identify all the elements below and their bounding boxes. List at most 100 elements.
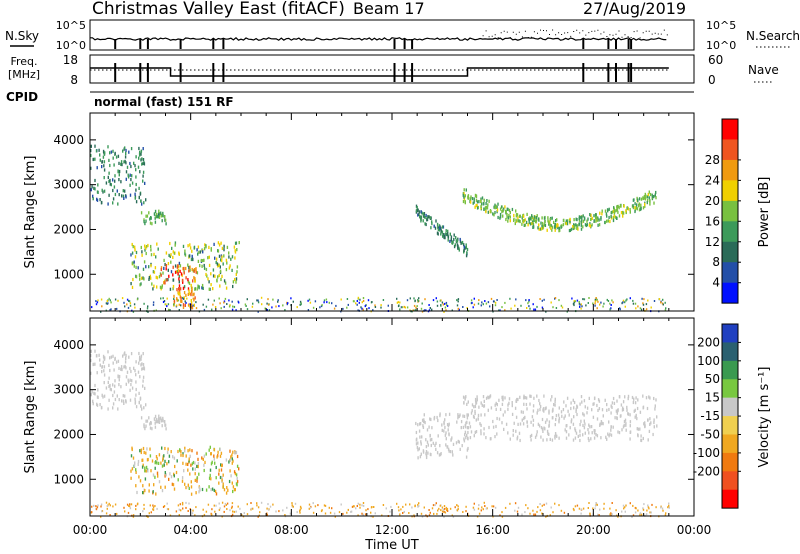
velocity-cell <box>373 506 375 508</box>
velocity-cell <box>134 369 136 373</box>
velocity-cell <box>144 427 146 431</box>
velocity-cell <box>127 511 130 514</box>
velocity-cell <box>458 440 460 444</box>
velocity-cell <box>439 414 441 418</box>
power-cell <box>132 310 135 313</box>
power-cell <box>548 221 550 225</box>
velocity-cell <box>429 511 431 514</box>
velocity-cell <box>602 422 604 426</box>
power-cell <box>173 303 175 306</box>
power-cell <box>529 222 532 226</box>
velocity-cell <box>588 502 590 504</box>
power-cell <box>422 212 424 216</box>
power-cell <box>125 195 127 199</box>
power-cell <box>145 198 147 202</box>
velocity-cell <box>296 511 298 514</box>
velocity-cell <box>232 459 234 463</box>
velocity-cell <box>496 416 498 421</box>
velocity-cell <box>361 504 363 507</box>
velocity-cell <box>665 512 667 515</box>
power-cell <box>169 309 171 312</box>
velocity-cell <box>101 365 103 369</box>
velocity-cell <box>173 487 176 491</box>
power-cell <box>443 310 445 313</box>
power-cell <box>96 301 99 304</box>
velocity-cell <box>211 508 213 511</box>
velocity-cell <box>148 416 150 420</box>
power-cell <box>162 301 165 303</box>
velocity-cell <box>474 404 477 409</box>
velocity-cell <box>192 509 194 512</box>
velocity-cell <box>452 515 455 518</box>
power-cell <box>236 270 238 274</box>
power-cell <box>595 219 597 223</box>
power-cell <box>527 223 529 227</box>
power-cell <box>625 210 627 215</box>
velocity-cell <box>229 469 231 473</box>
velocity-cell <box>445 413 447 417</box>
power-cell <box>282 304 284 307</box>
power-cell <box>632 302 635 305</box>
power-cell <box>141 157 143 161</box>
power-cell <box>203 247 206 251</box>
velocity-cell <box>230 474 232 478</box>
velocity-cell <box>620 414 622 418</box>
velocity-cell <box>445 506 448 509</box>
power-cell <box>179 290 181 294</box>
power-cell <box>97 183 99 187</box>
velocity-cell <box>567 409 569 413</box>
power-cell <box>126 298 129 301</box>
power-cell <box>137 165 140 169</box>
power-cell <box>514 221 516 226</box>
power-cell <box>601 209 603 213</box>
power-cell <box>139 150 141 154</box>
power-cell <box>198 250 200 254</box>
velocity-cell <box>109 383 111 388</box>
power-cell <box>622 211 625 215</box>
velocity-cell <box>125 375 128 379</box>
power-cell <box>101 188 103 192</box>
velocity-cell <box>90 349 92 353</box>
power-cell <box>261 303 263 306</box>
velocity-cell <box>615 509 617 512</box>
velocity-cell <box>589 512 591 515</box>
power-cell <box>174 264 177 268</box>
velocity-cell <box>160 418 163 422</box>
power-cell <box>518 219 520 223</box>
velocity-cell <box>576 412 578 417</box>
power-cell <box>632 299 634 302</box>
freq-trace <box>90 67 669 77</box>
velocity-cell <box>579 438 581 443</box>
velocity-cell <box>610 428 612 432</box>
velocity-cell <box>501 402 504 406</box>
velocity-cell <box>130 352 133 356</box>
power-cell <box>193 276 195 280</box>
power-cell <box>189 268 191 272</box>
colorbar-swatch <box>722 360 738 380</box>
power-cell <box>483 207 485 211</box>
velocity-cell <box>198 486 201 490</box>
velocity-cell <box>91 505 93 508</box>
power-cell <box>554 225 556 230</box>
power-cell <box>352 300 355 303</box>
velocity-cell <box>621 428 623 432</box>
power-cell <box>541 224 543 229</box>
nsearch-label: N.Search <box>746 29 800 43</box>
power-cell <box>507 219 509 223</box>
power-cell <box>613 214 615 218</box>
power-cell <box>441 301 444 304</box>
velocity-cell <box>613 401 616 405</box>
power-cell <box>509 219 511 223</box>
velocity-cell <box>221 478 223 482</box>
power-cell <box>417 300 420 303</box>
power-cell <box>566 310 568 313</box>
power-cell <box>217 249 220 253</box>
power-cell <box>156 215 158 219</box>
velocity-cell <box>148 483 150 487</box>
velocity-cell <box>484 505 486 507</box>
power-cell <box>424 215 426 220</box>
velocity-cell <box>642 507 644 510</box>
velocity-cell <box>610 425 612 429</box>
velocity-cell <box>555 414 558 418</box>
velocity-cell <box>166 462 168 466</box>
